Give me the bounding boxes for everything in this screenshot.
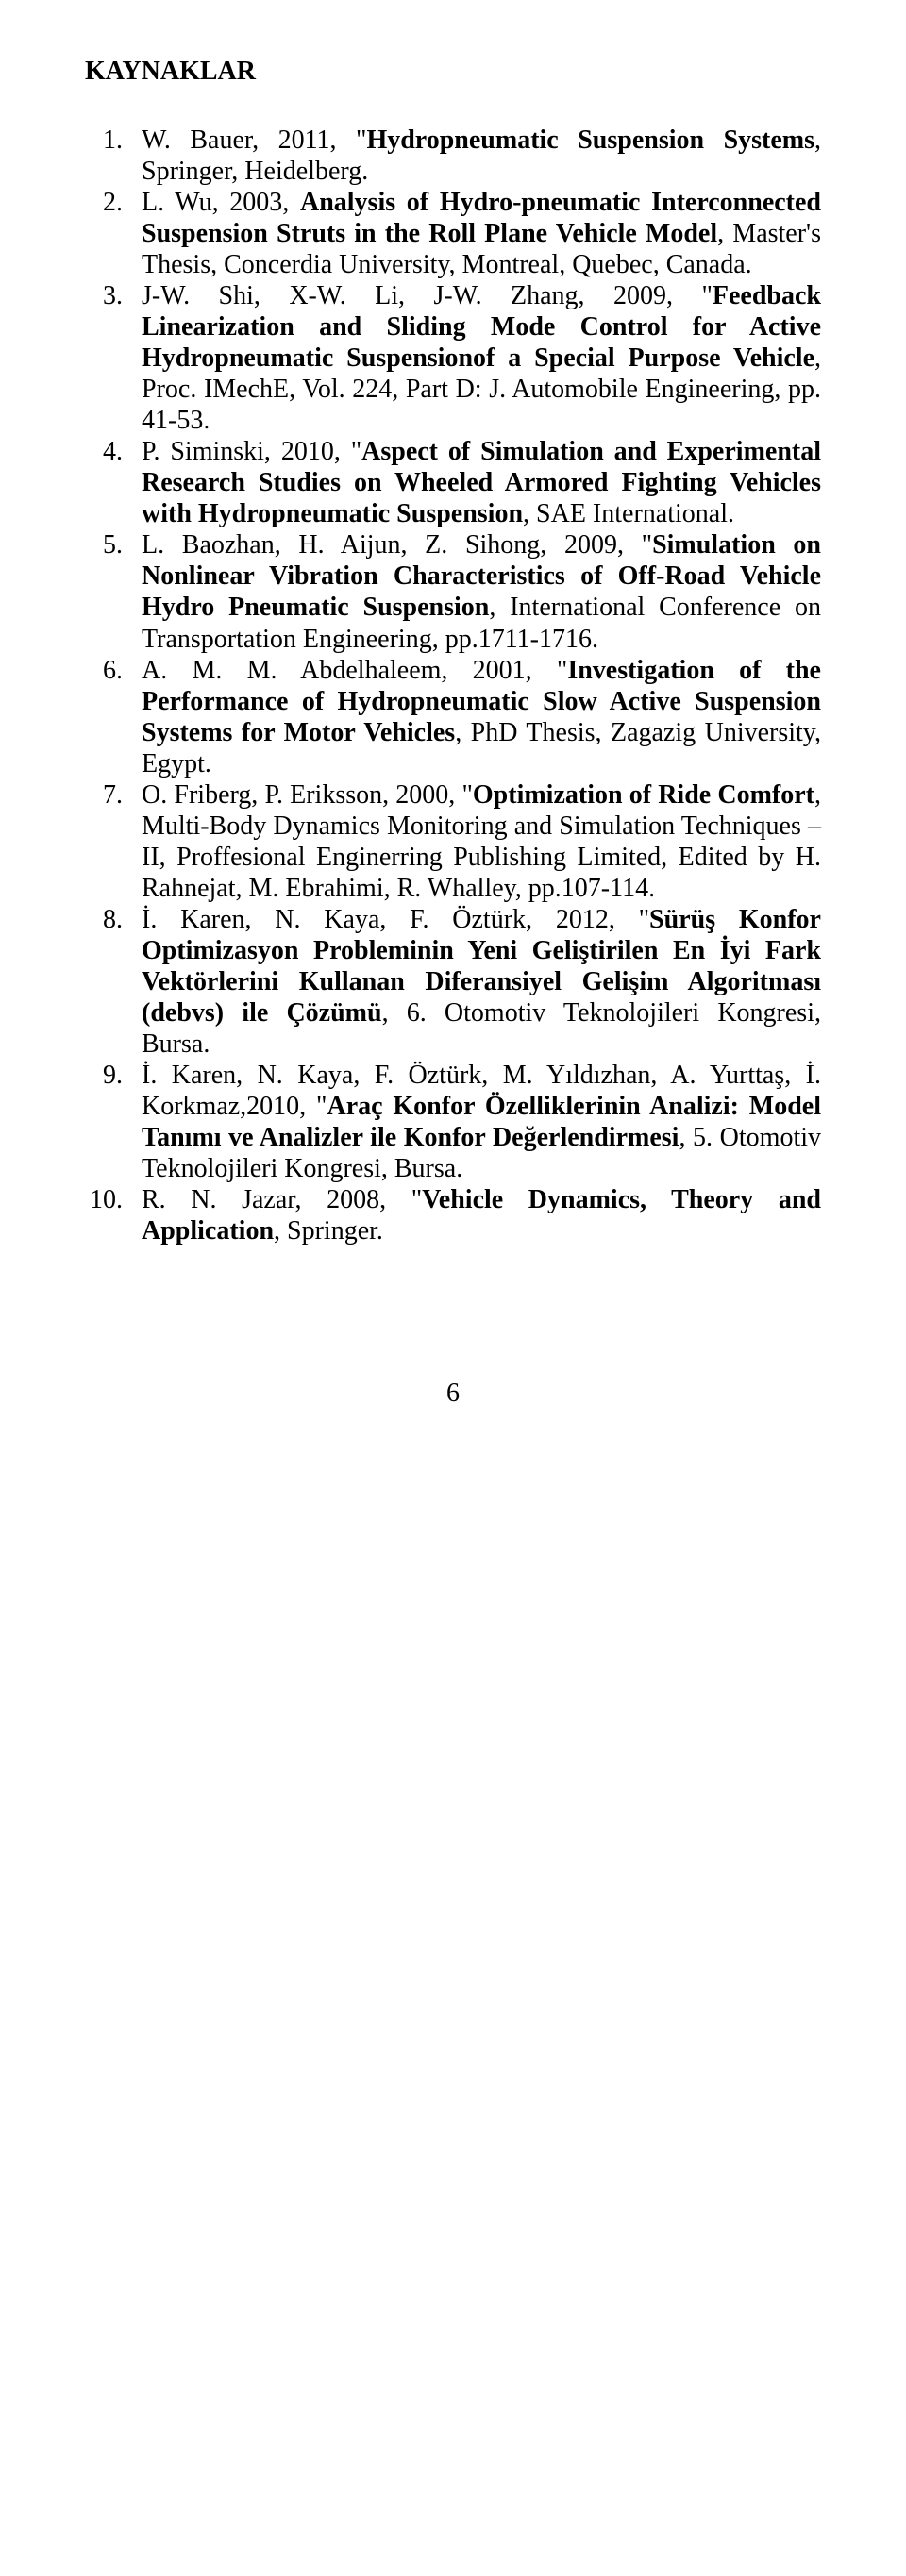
ref-pre: W. Bauer, 2011, " [142,125,366,155]
ref-pre: P. Siminski, 2010, " [142,437,361,466]
reference-item: R. N. Jazar, 2008, "Vehicle Dynamics, Th… [85,1184,821,1246]
reference-item: J-W. Shi, X-W. Li, J-W. Zhang, 2009, "Fe… [85,280,821,436]
ref-pre: L. Wu, 2003, [142,188,300,217]
reference-item: P. Siminski, 2010, "Aspect of Simulation… [85,436,821,529]
ref-pre: L. Baozhan, H. Aijun, Z. Sihong, 2009, " [142,530,652,560]
reference-item: L. Wu, 2003, Analysis of Hydro-pneumatic… [85,187,821,280]
ref-pre: J-W. Shi, X-W. Li, J-W. Zhang, 2009, " [142,281,713,310]
ref-pre: O. Friberg, P. Eriksson, 2000, " [142,780,473,810]
reference-item: O. Friberg, P. Eriksson, 2000, "Optimiza… [85,779,821,904]
ref-pre: İ. Karen, N. Kaya, F. Öztürk, 2012, " [142,905,649,934]
ref-title: Hydropneumatic Suspension Systems [366,125,814,155]
ref-post: , Springer. [274,1216,383,1246]
references-list: W. Bauer, 2011, "Hydropneumatic Suspensi… [85,125,821,1246]
references-heading: KAYNAKLAR [85,57,821,87]
ref-pre: R. N. Jazar, 2008, " [142,1185,422,1214]
reference-item: W. Bauer, 2011, "Hydropneumatic Suspensi… [85,125,821,187]
page-number: 6 [85,1379,821,1409]
reference-item: L. Baozhan, H. Aijun, Z. Sihong, 2009, "… [85,529,821,654]
reference-item: İ. Karen, N. Kaya, F. Öztürk, M. Yıldızh… [85,1060,821,1184]
reference-item: İ. Karen, N. Kaya, F. Öztürk, 2012, "Sür… [85,904,821,1060]
reference-item: A. M. M. Abdelhaleem, 2001, "Investigati… [85,655,821,779]
ref-title: Optimization of Ride Comfort [473,780,814,810]
ref-pre: A. M. M. Abdelhaleem, 2001, " [142,656,567,685]
ref-post: , SAE International. [523,499,734,528]
